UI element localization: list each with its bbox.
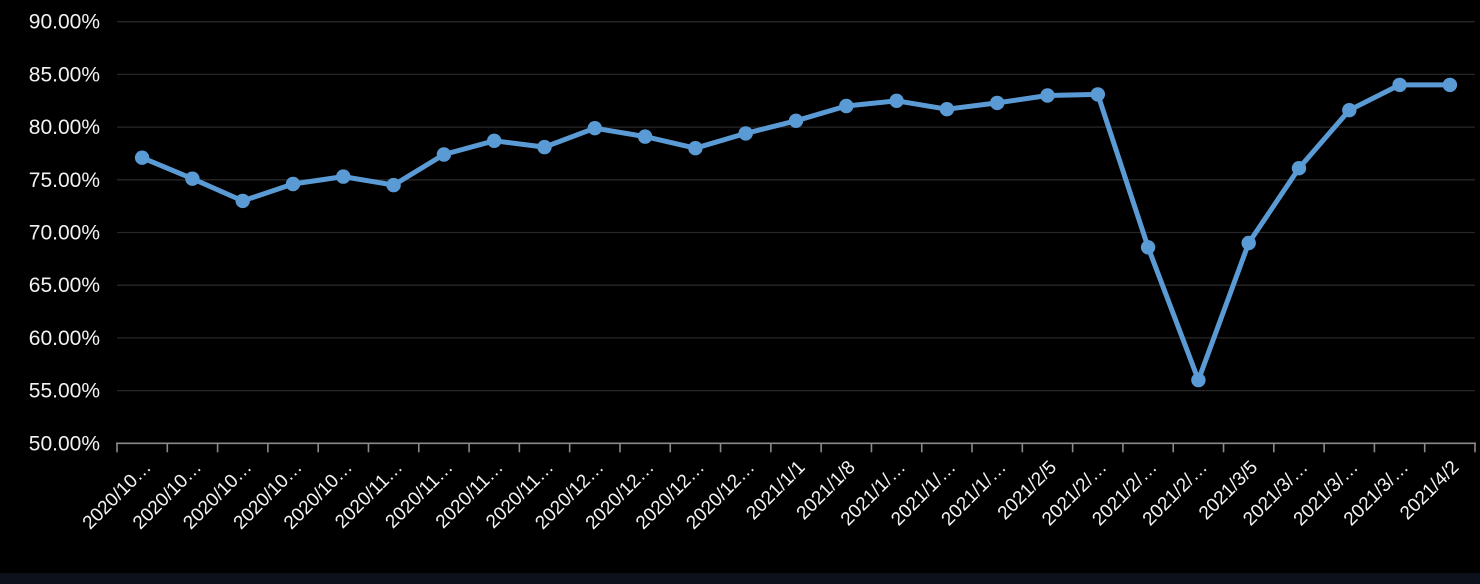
- data-point-marker[interactable]: [788, 113, 804, 128]
- y-axis-tick-label: 85.00%: [29, 63, 100, 86]
- y-axis-tick-label: 50.00%: [29, 432, 100, 455]
- data-point-marker[interactable]: [839, 98, 854, 114]
- data-point-marker[interactable]: [285, 176, 301, 192]
- data-point-marker[interactable]: [436, 147, 452, 162]
- data-point-marker[interactable]: [1040, 88, 1055, 103]
- data-point-marker[interactable]: [537, 139, 552, 155]
- data-point-marker[interactable]: [336, 169, 351, 184]
- data-point-marker[interactable]: [235, 193, 250, 209]
- data-point-marker[interactable]: [185, 171, 200, 186]
- data-point-marker[interactable]: [1090, 87, 1106, 102]
- data-point-marker[interactable]: [1442, 77, 1458, 93]
- y-axis-tick-label: 75.00%: [29, 169, 100, 192]
- data-point-marker[interactable]: [134, 150, 150, 165]
- data-point-marker[interactable]: [386, 177, 401, 193]
- y-axis-tick-label: 80.00%: [29, 116, 100, 139]
- data-point-marker[interactable]: [939, 102, 955, 117]
- data-point-marker[interactable]: [1291, 161, 1307, 176]
- data-point-marker[interactable]: [1392, 77, 1407, 93]
- data-point-marker[interactable]: [637, 129, 653, 144]
- y-axis-tick-label: 60.00%: [29, 327, 100, 350]
- y-axis-tick-label: 65.00%: [29, 274, 100, 297]
- data-point-marker[interactable]: [587, 121, 602, 136]
- y-axis-tick-label: 90.00%: [29, 11, 100, 34]
- data-point-marker[interactable]: [487, 133, 502, 148]
- data-point-marker[interactable]: [738, 126, 753, 141]
- data-point-marker[interactable]: [990, 95, 1005, 111]
- bottom-edge-strip: [0, 573, 1480, 584]
- y-axis-tick-label: 55.00%: [29, 380, 100, 403]
- data-point-marker[interactable]: [1140, 240, 1156, 255]
- data-point-marker[interactable]: [1342, 103, 1357, 118]
- data-point-marker[interactable]: [688, 141, 703, 156]
- y-axis-tick-label: 70.00%: [29, 222, 100, 245]
- data-point-marker[interactable]: [1241, 235, 1256, 251]
- data-point-marker[interactable]: [889, 93, 904, 109]
- data-point-marker[interactable]: [1191, 372, 1206, 388]
